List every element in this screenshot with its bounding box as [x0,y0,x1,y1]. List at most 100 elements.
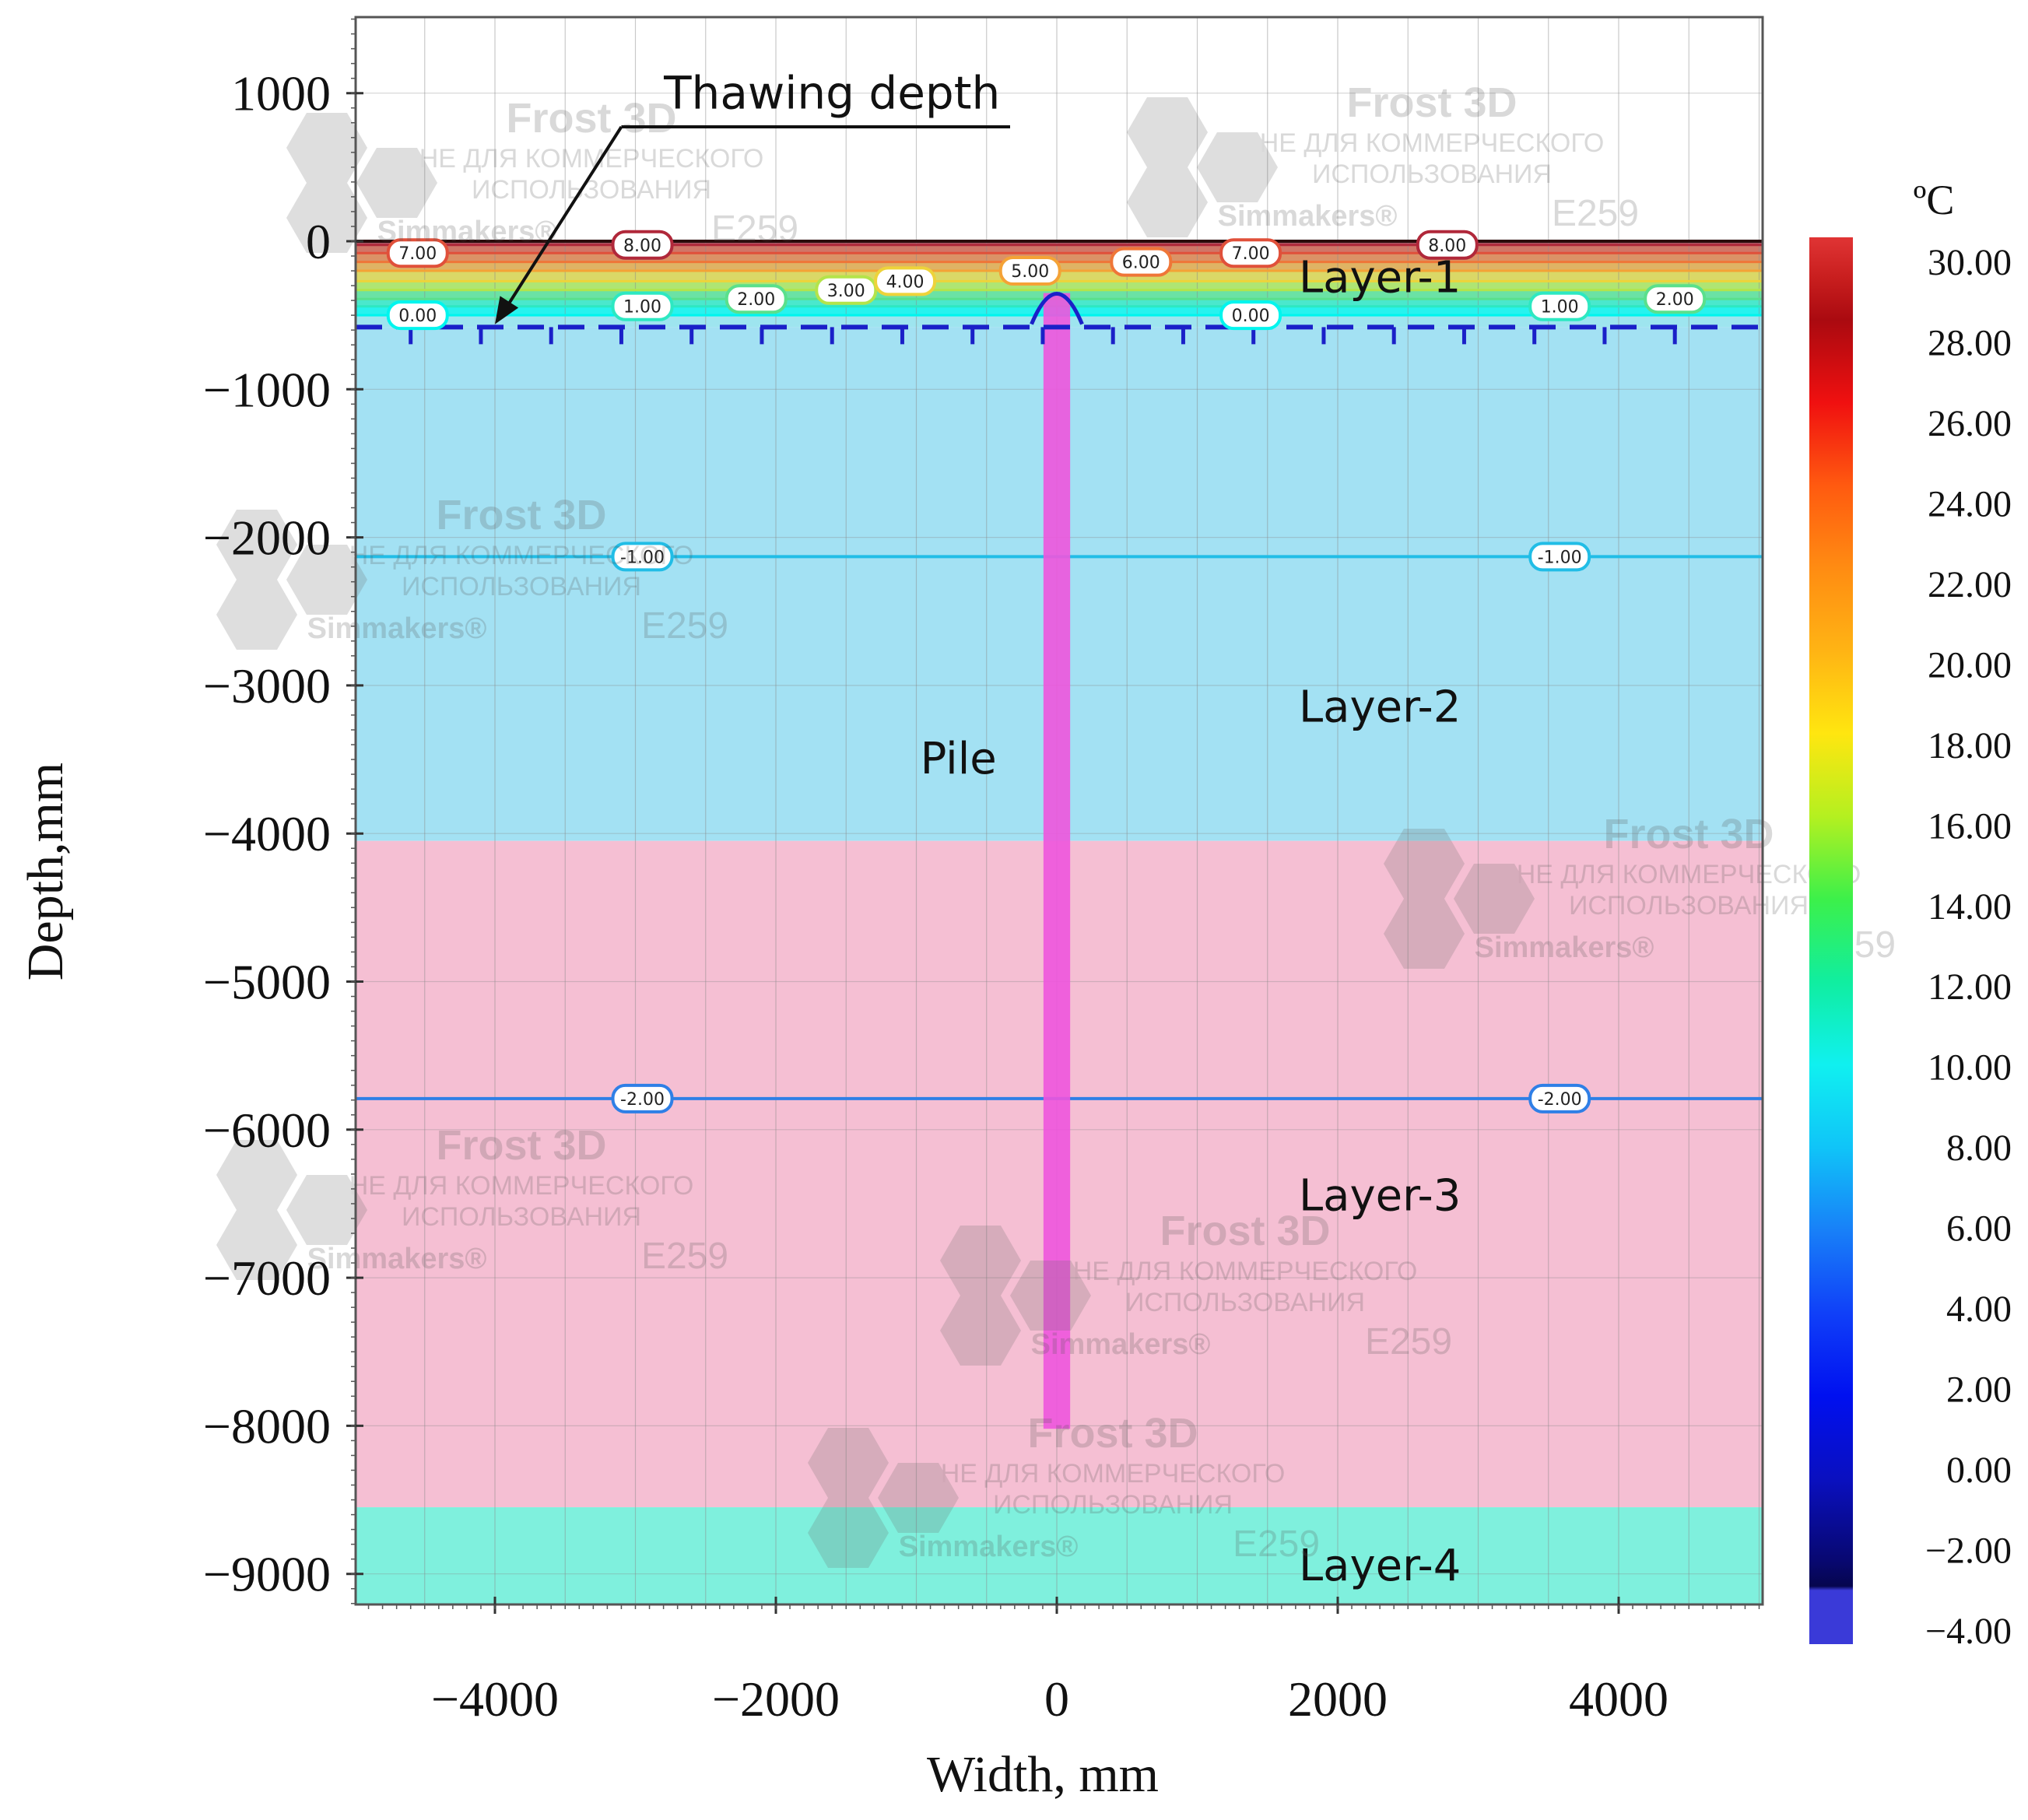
isotherm-label-box [386,300,449,331]
colorbar-tick-label: −4.00 [1925,1611,2012,1652]
colorbar-tick-label: 16.00 [1928,805,2012,847]
watermark-hexagon [286,1175,367,1245]
isotherm-label-text: -2.00 [1538,1090,1582,1110]
isotherm-label-text: -2.00 [620,1090,665,1110]
watermark-code: E259 [1365,1321,1452,1362]
watermark-line1: НЕ ДЛЯ КОММЕРЧЕСКОГО [419,144,764,174]
y-tick-label: −7000 [203,1250,331,1306]
watermark-title: Frost 3D [436,492,606,538]
watermark-hexagon [286,183,367,253]
isotherm-label-text: -1.00 [620,548,665,567]
colorbar-tick-label: 10.00 [1928,1047,2012,1089]
isotherm-label-text: 2.00 [737,290,775,310]
isotherm-label-text: 1.00 [1541,298,1579,317]
isotherm-label: 7.00 [1219,238,1282,268]
watermark-line2: ИСПОЛЬЗОВАНИЯ [402,572,641,601]
x-tick-label: 0 [1044,1671,1069,1727]
watermark-brand: Simmakers® [377,216,557,248]
watermark-line1: НЕ ДЛЯ КОММЕРЧЕСКОГО [1260,128,1605,158]
isotherm-band [356,253,1763,262]
colorbar-tick-label: −2.00 [1925,1531,2012,1572]
colorbar-tick-label: 28.00 [1928,322,2012,363]
colorbar-tick-label: 14.00 [1928,886,2012,928]
watermark-hexagon [808,1498,889,1568]
y-axis-label: Depth,mm [17,763,74,980]
pile-bar [1043,293,1071,1429]
isotherm-label-text: 3.00 [827,282,865,301]
watermark-brand: Simmakers® [307,612,487,645]
isotherm-label: 2.00 [725,284,788,314]
isotherm-label-text: 0.00 [398,307,437,326]
colorbar-tick-label: 12.00 [1928,966,2012,1008]
isotherm-label-box [611,1083,674,1113]
watermark-line2: ИСПОЛЬЗОВАНИЯ [1312,160,1552,189]
isotherm-label-text: 5.00 [1011,262,1049,282]
isotherm-label-box [1219,300,1282,331]
watermark-line2: ИСПОЛЬЗОВАНИЯ [472,175,711,205]
watermark-code: E259 [1233,1524,1320,1565]
isotherm-band [356,241,1763,245]
isotherm-label: 6.00 [1110,247,1173,277]
isotherm-label-text: 1.00 [623,298,661,317]
layer-4-region [356,1507,1763,1604]
watermark-line2: ИСПОЛЬЗОВАНИЯ [1569,891,1809,921]
isotherm-label-text: 6.00 [1122,254,1160,273]
watermark-line1: НЕ ДЛЯ КОММЕРЧЕСКОГО [349,541,694,570]
watermark-line2: ИСПОЛЬЗОВАНИЯ [1125,1288,1365,1317]
watermark-title: Frost 3D [436,1122,606,1169]
isotherm-label: 1.00 [1528,291,1591,321]
colorbar-gradient [1809,237,1853,1644]
isotherm-label: 0.00 [386,300,449,331]
isotherm-label: 1.00 [611,291,674,321]
annotations: Thawing depth [495,67,1010,324]
colorbar-tick-label: 4.00 [1946,1289,2012,1330]
watermark-hexagon [286,113,367,183]
isotherm-label: 2.00 [1644,284,1707,314]
plot-area: -2.00 -2.00 -1.00 -1.00 0.00 0.00 1.00 1.00 2.00… [356,17,1763,1604]
y-tick-label: −2000 [203,510,331,566]
watermark-hexagon [1197,132,1278,202]
x-tick-label: −4000 [431,1671,559,1727]
y-tick-label: 0 [306,214,331,269]
isotherm-label-box [725,284,788,314]
isotherm-label-box [1416,230,1479,260]
isotherm-label-box [1528,291,1591,321]
watermark-brand: Simmakers® [1475,931,1654,964]
isotherm-label-box [611,230,674,260]
watermark-line2: ИСПОЛЬЗОВАНИЯ [402,1202,641,1232]
isotherm-label-text: 0.00 [1232,307,1270,326]
x-tick-label: 4000 [1569,1671,1668,1727]
isotherm-band [356,244,1763,254]
watermark-hexagon [1454,864,1535,934]
colorbar: 30.00 28.00 26.00 24.00 22.00 20.00 18.00 16.00… [1809,177,2012,1652]
isotherm-label-text: 8.00 [1428,237,1466,256]
watermark-hexagon [1010,1261,1091,1331]
colorbar-tick-label: 0.00 [1946,1450,2012,1491]
isotherm-label-box [998,256,1061,286]
isotherm-label: -2.00 [1528,1083,1591,1113]
thawing-depth-arrowhead [495,296,519,324]
watermark-hexagon [1127,97,1208,167]
isotherm-label: 3.00 [815,275,878,305]
layer-1-label: Layer-1 [1299,253,1461,303]
layer-3-label: Layer-3 [1299,1170,1461,1221]
watermark-hexagon [216,510,297,580]
isotherm-label: -1.00 [1528,542,1591,572]
watermark-title: Frost 3D [506,95,676,142]
x-tick-label: 2000 [1288,1671,1388,1727]
y-tick-label: −9000 [203,1547,331,1602]
thawing-depth-arrow [501,125,623,314]
watermark-line1: НЕ ДЛЯ КОММЕРЧЕСКОГО [349,1171,694,1201]
watermark-hexagon [216,1210,297,1280]
watermark-code: E259 [641,1236,728,1277]
plot-border [354,16,1764,1606]
x-tick-label: −2000 [712,1671,840,1727]
colorbar-tick-label: 2.00 [1946,1369,2012,1411]
layer-2-label: Layer-2 [1299,682,1461,732]
